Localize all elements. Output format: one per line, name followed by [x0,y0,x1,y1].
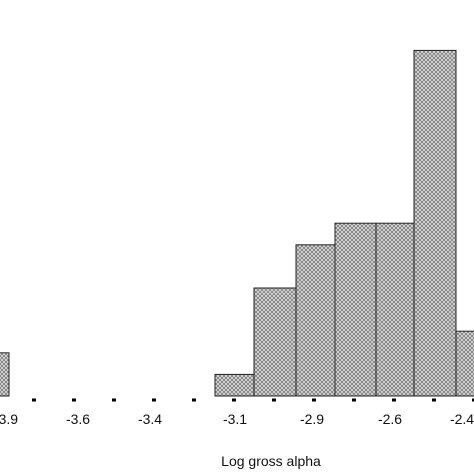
x-tick-label: -2.4 [450,411,474,427]
histogram-bar [295,244,336,397]
x-tick-label: -3.9 [0,411,18,427]
x-tick-label: -2.6 [378,411,402,427]
x-tick-labels: -3.9 -3.6 -3.4 -3.1 -2.9 -2.6 -2.4 [0,411,474,427]
histogram-bar [413,49,457,397]
histogram-bar [375,222,415,397]
histogram-bar [214,373,255,397]
bars-group [0,49,474,397]
histogram-bar [253,287,297,397]
x-tick-label: -3.6 [66,411,90,427]
x-tick-label: -2.9 [300,411,324,427]
histogram-bar [334,222,377,397]
histogram-bar [455,330,474,397]
x-tick-label: -3.1 [223,411,247,427]
histogram-bar [0,352,10,397]
x-axis-title: Log gross alpha [221,453,321,469]
x-tick-label: -3.4 [138,411,162,427]
